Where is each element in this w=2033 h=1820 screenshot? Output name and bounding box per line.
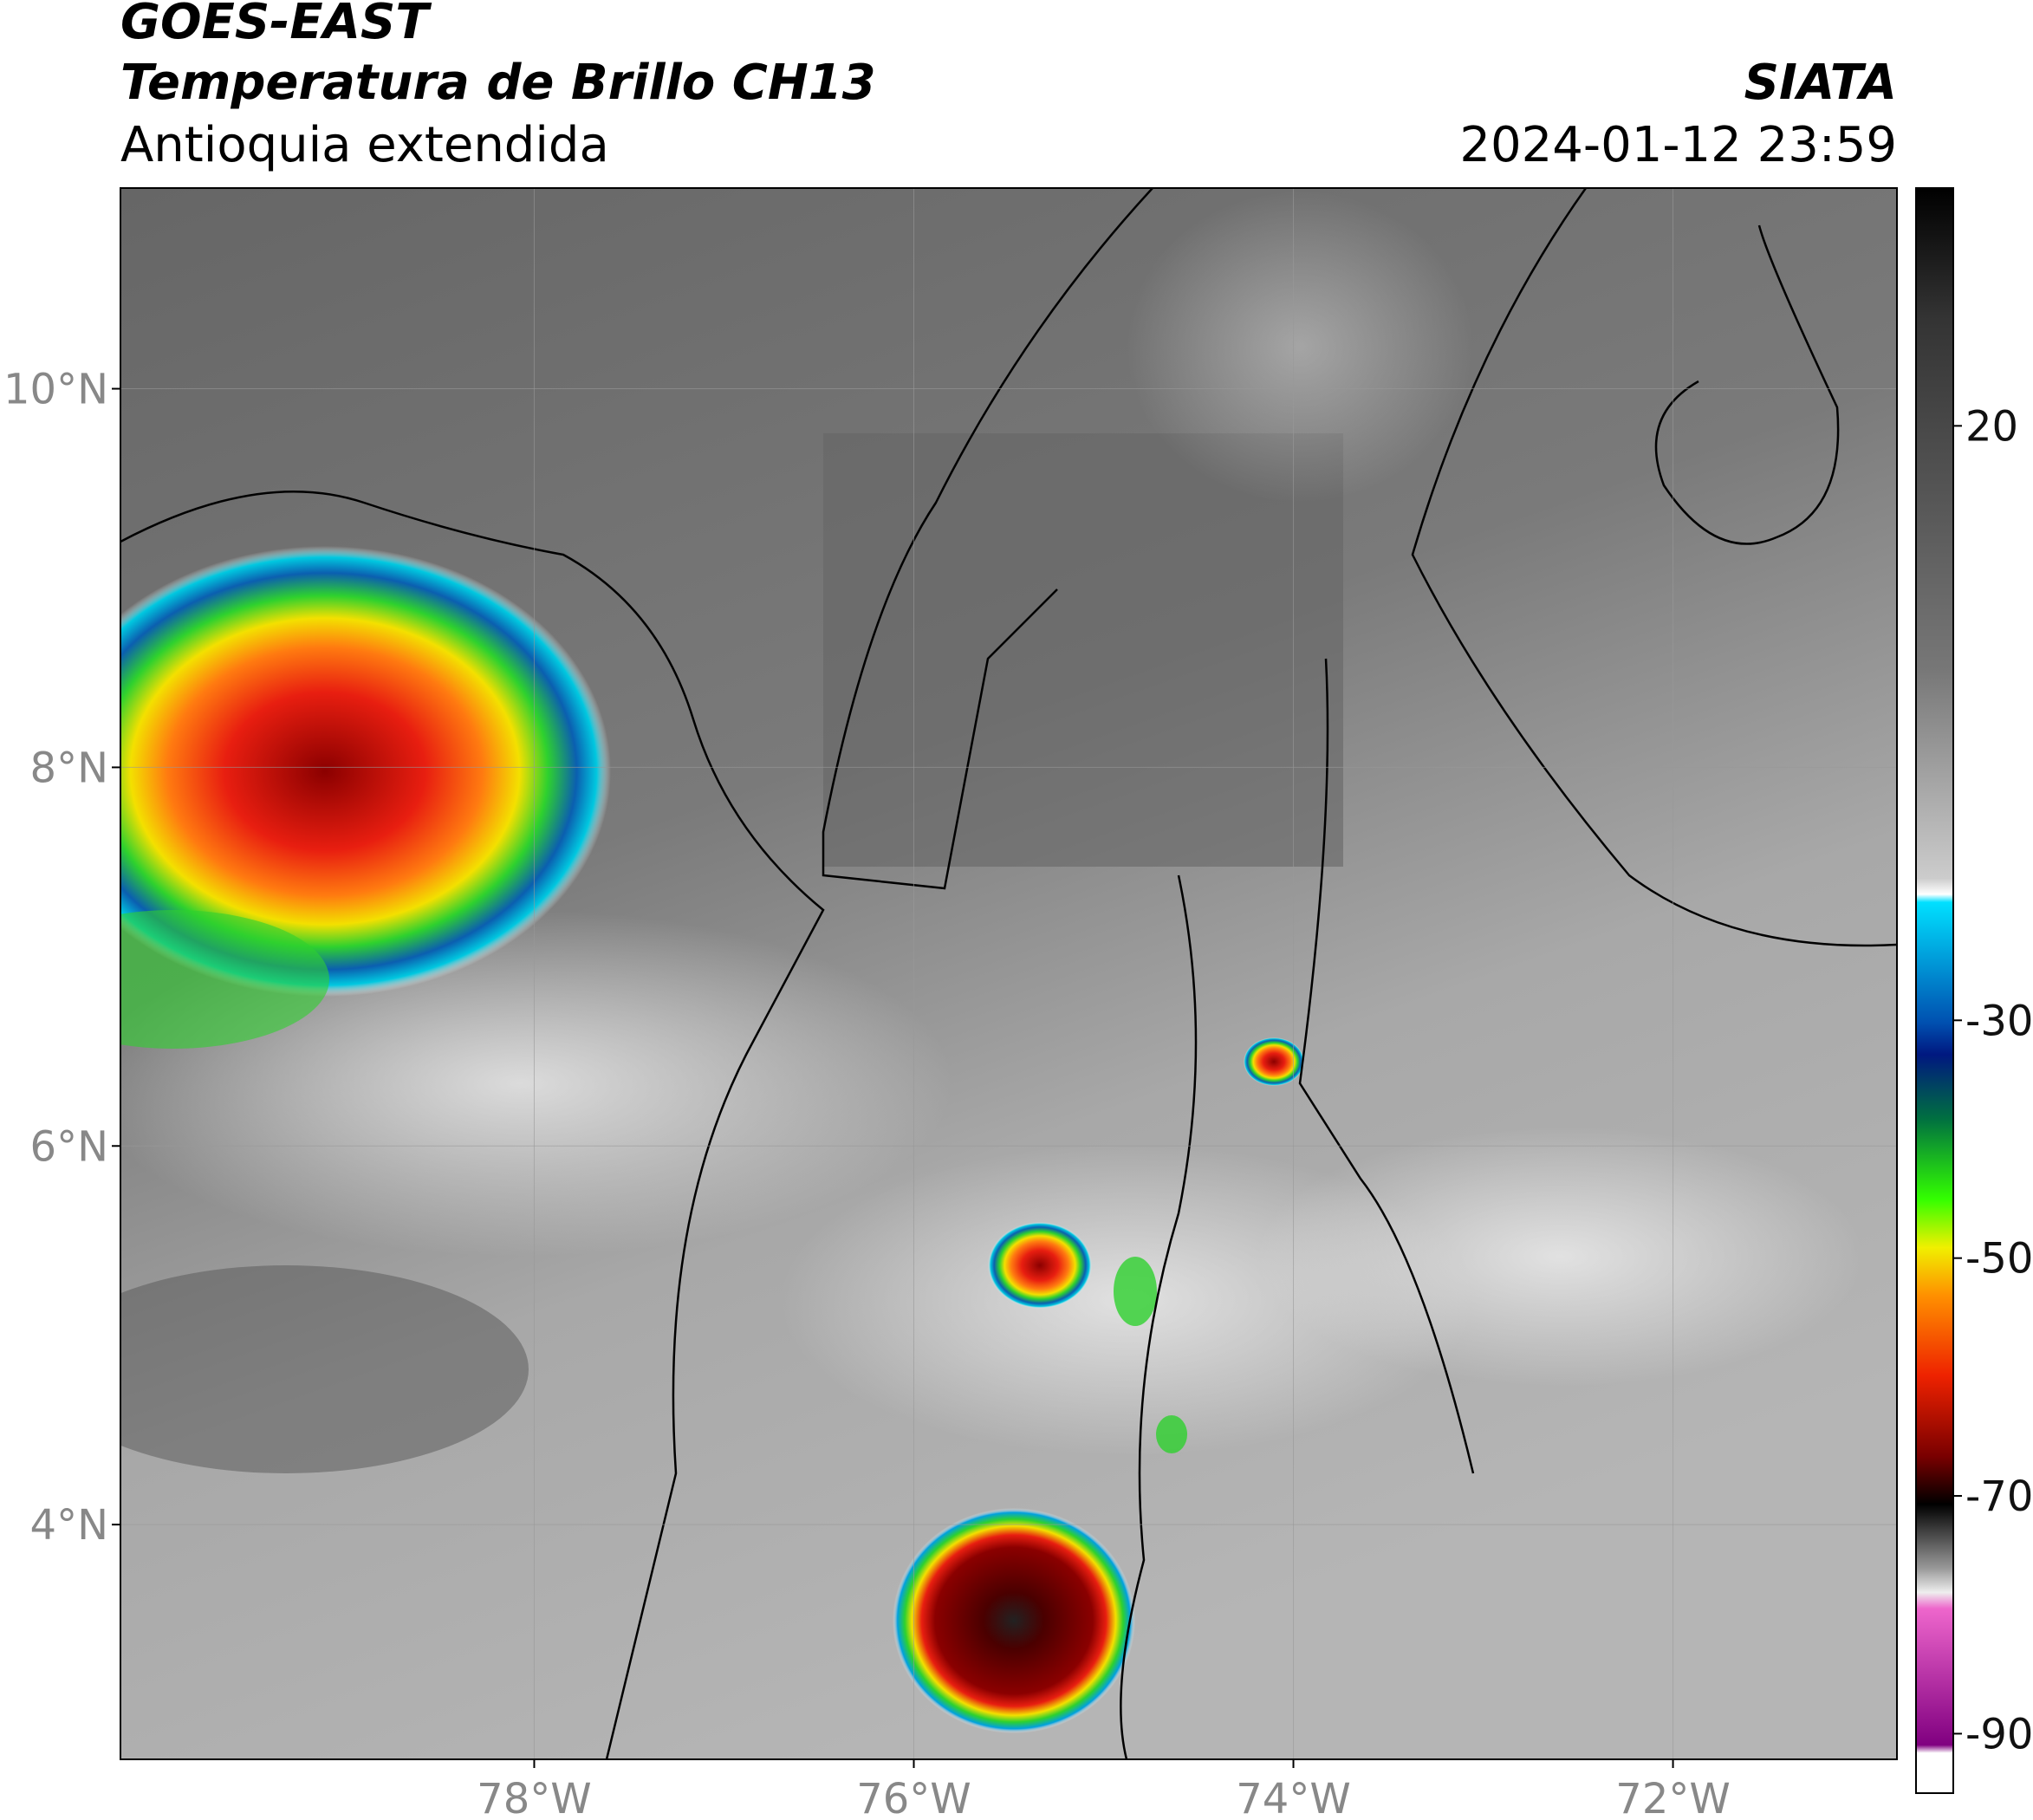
y-tick-label: 10°N	[3, 366, 108, 414]
y-tick-label: 6°N	[30, 1122, 108, 1171]
x-tick-label: 72°W	[1615, 1775, 1731, 1820]
y-tick-label: 8°N	[30, 744, 108, 792]
title: GOES-EAST	[120, 0, 432, 50]
colorbar-tick-label: -90	[1965, 1710, 2033, 1758]
colorbar	[1915, 187, 1954, 1794]
region: Antioquia extendida	[120, 117, 609, 173]
x-tick-label: 78°W	[477, 1775, 592, 1820]
datetime: 2024-01-12 23:59	[1459, 117, 1897, 173]
colorbar-tick-label: -50	[1965, 1235, 2033, 1284]
grid	[120, 188, 1897, 1759]
map-frame	[120, 187, 1898, 1760]
colorbar-tick-label: -30	[1965, 997, 2033, 1045]
x-tick-label: 76°W	[856, 1775, 971, 1820]
subtitle: Temperatura de Brillo CH13	[120, 55, 876, 111]
x-tick-label: 74°W	[1236, 1775, 1351, 1820]
source: SIATA	[1744, 55, 1897, 111]
colorbar-tick-label: 20	[1965, 402, 2018, 451]
colorbar-tick-label: -70	[1965, 1472, 2033, 1521]
satellite-image	[120, 188, 1897, 1759]
y-tick-label: 4°N	[30, 1501, 108, 1550]
